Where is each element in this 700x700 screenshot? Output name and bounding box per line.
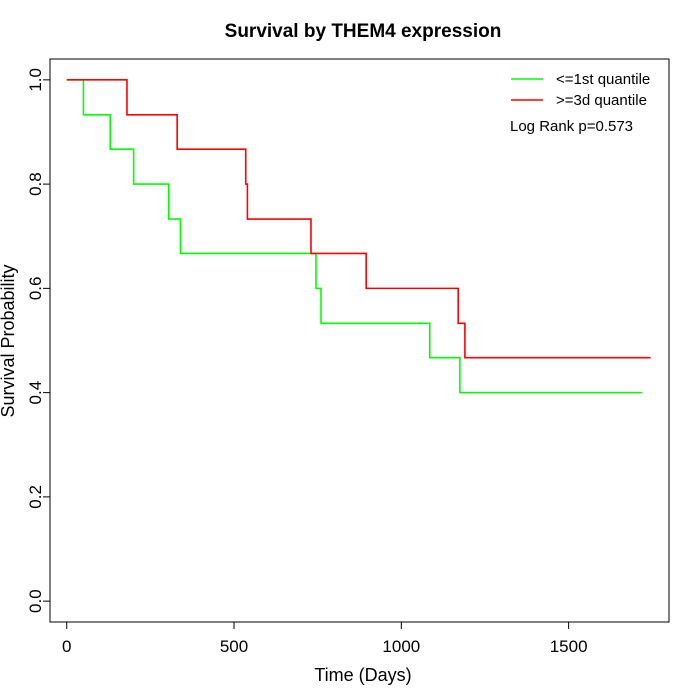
x-tick-label: 1500 [550, 637, 588, 656]
y-tick-label: 0.8 [26, 172, 45, 196]
series-line-0 [66, 79, 643, 394]
y-axis-label: Survival Probability [0, 264, 18, 417]
x-tick-label: 1000 [382, 637, 420, 656]
y-tick-label: 0.0 [26, 589, 45, 613]
x-axis: 0 500 1000 1500 [62, 621, 588, 656]
y-axis: 0.0 0.2 0.4 0.6 0.8 1.0 [26, 68, 51, 613]
x-axis-label: Time (Days) [314, 665, 411, 685]
y-tick-label: 0.2 [26, 485, 45, 509]
chart-title: Survival by THEM4 expression [225, 21, 502, 42]
y-tick-label: 1.0 [26, 68, 45, 92]
plot-frame [49, 58, 670, 623]
x-tick-label: 0 [62, 637, 71, 656]
legend-label-0: <=1st quantile [556, 71, 650, 88]
log-rank-annotation: Log Rank p=0.573 [510, 118, 633, 135]
y-tick-label: 0.4 [26, 381, 45, 405]
legend-label-1: >=3d quantile [556, 92, 647, 109]
x-tick-label: 500 [220, 637, 248, 656]
series-layer [66, 79, 651, 394]
y-tick-label: 0.6 [26, 277, 45, 301]
series-line-1 [66, 79, 651, 359]
legend: <=1st quantile >=3d quantile [511, 71, 650, 109]
